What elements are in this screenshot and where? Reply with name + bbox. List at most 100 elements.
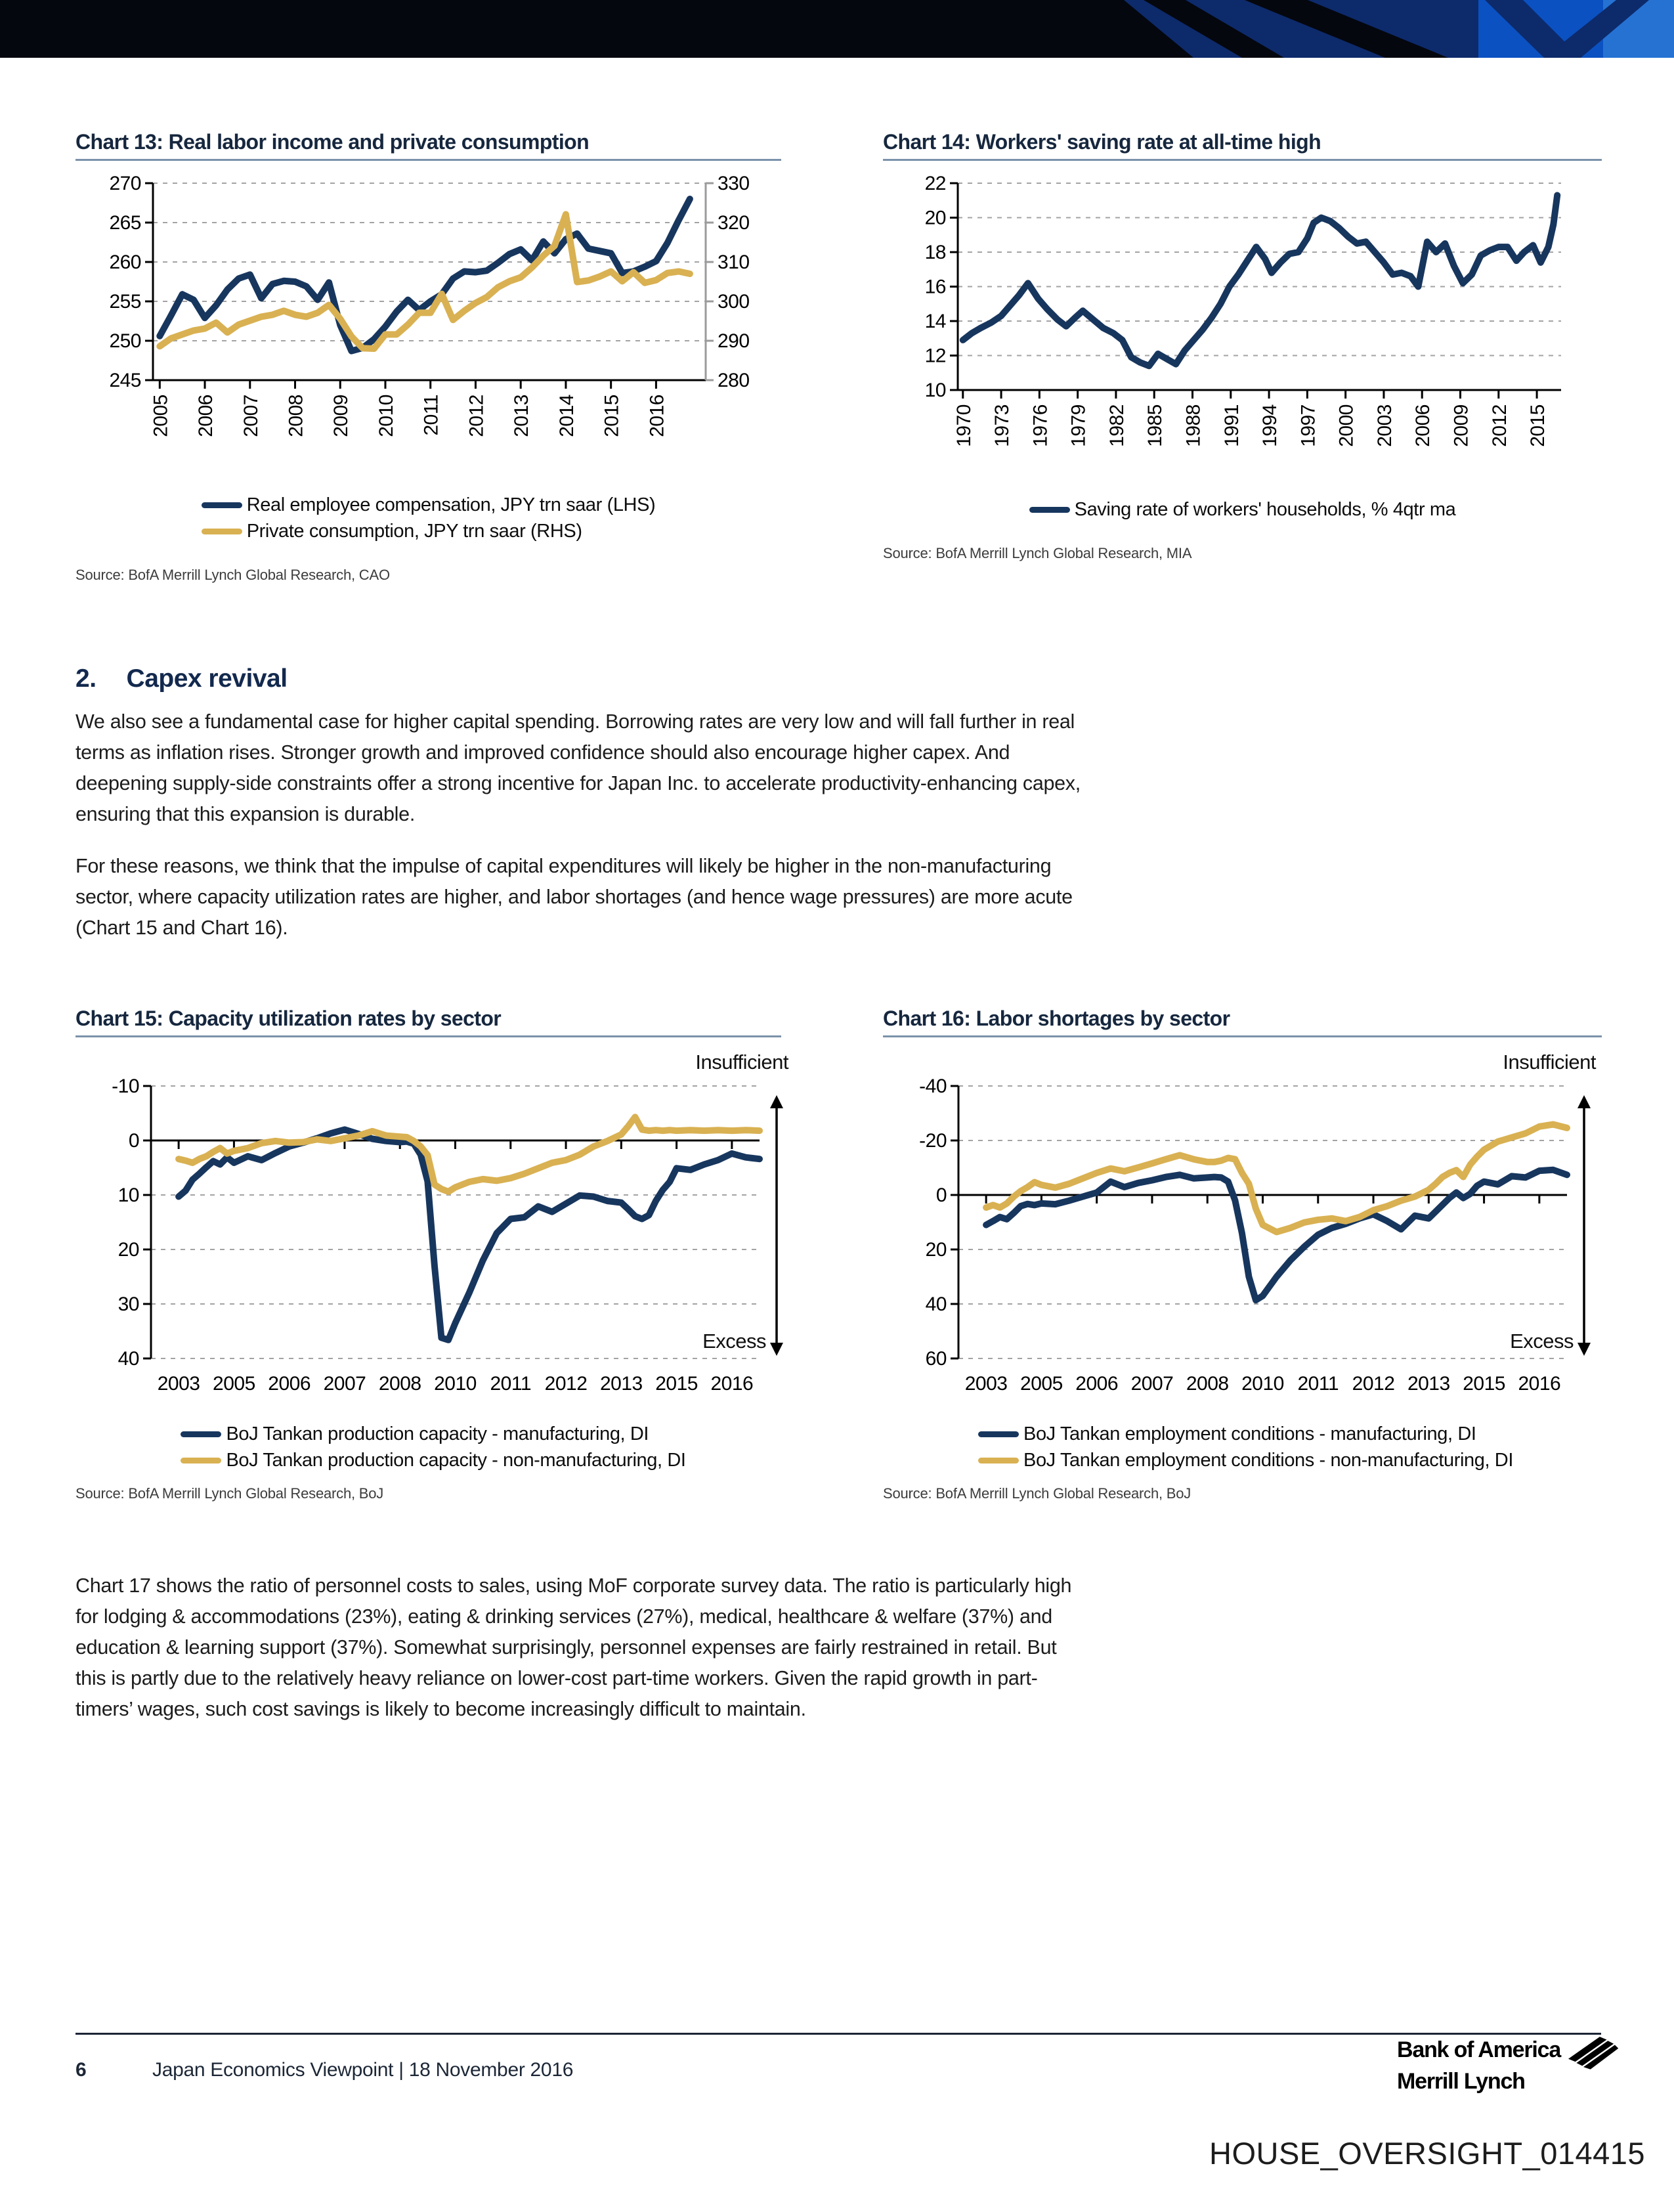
y-tick-label: 250 xyxy=(109,330,141,352)
legend-label: Saving rate of workers' households, % 4q… xyxy=(1074,499,1456,520)
x-tick-label: 1973 xyxy=(991,404,1013,447)
series-line-0 xyxy=(175,1126,763,1343)
chart13-legend-area: Real employee compensation, JPY trn saar… xyxy=(75,490,781,547)
chart15-title: Chart 15: Capacity utilization rates by … xyxy=(75,1007,781,1037)
legend-label: Private consumption, JPY trn saar (RHS) xyxy=(246,521,582,542)
arrow-down-icon xyxy=(770,1343,783,1356)
y2-tick-label: 330 xyxy=(718,173,750,194)
legend-item: BoJ Tankan employment conditions - manuf… xyxy=(978,1423,1513,1445)
chart16-block: Chart 16: Labor shortages by sector -40 -… xyxy=(883,1007,1608,1502)
x-tick-label: 2009 xyxy=(330,395,352,437)
x-tick-label: 1988 xyxy=(1182,404,1204,447)
section-heading: 2. Capex revival xyxy=(75,664,1090,693)
x-tick-label: 2000 xyxy=(1336,404,1358,447)
x-tick-label: 2007 xyxy=(1131,1373,1174,1395)
x-tick-label: 2016 xyxy=(646,395,668,437)
chart14-source-note: Source: BofA Merrill Lynch Global Resear… xyxy=(883,545,1192,561)
y-tick-label: 40 xyxy=(118,1348,139,1370)
y-tick-label: 16 xyxy=(925,276,946,298)
body-paragraph: Chart 17 shows the ratio of personnel co… xyxy=(75,1574,1072,1720)
x-tick-label: 1985 xyxy=(1144,404,1166,447)
y-tick-label: 22 xyxy=(925,173,946,194)
y-tick-label: 12 xyxy=(925,345,946,367)
banner-dark-slash xyxy=(1245,0,1448,58)
y-tick-label: 245 xyxy=(109,370,141,391)
chart16-title: Chart 16: Labor shortages by sector xyxy=(883,1007,1602,1037)
logo-row: Bank of America xyxy=(1397,2037,1620,2070)
x-tick-label: 2005 xyxy=(213,1373,255,1395)
series-line-1 xyxy=(156,211,693,352)
x-tick-label: 2012 xyxy=(1352,1373,1395,1395)
x-tick-label: 2006 xyxy=(1412,404,1434,447)
footer-page-number: 6 xyxy=(75,2059,87,2081)
y-tick-label: -10 xyxy=(112,1075,139,1097)
y2-tick-label: 310 xyxy=(718,251,750,273)
y-tick-label: 10 xyxy=(925,380,946,401)
x-tick-label: 1991 xyxy=(1221,404,1243,447)
y-tick-label: 20 xyxy=(925,207,946,229)
legend-label: BoJ Tankan employment conditions - manuf… xyxy=(1023,1423,1476,1444)
logo-bank-of-america: Bank of America xyxy=(1397,2037,1561,2062)
x-tick-label: 2008 xyxy=(379,1373,421,1395)
legend-label: BoJ Tankan employment conditions - non-m… xyxy=(1023,1450,1513,1471)
annotation-insufficient: Insufficient xyxy=(695,1051,789,1073)
y-tick-label: 20 xyxy=(118,1239,139,1261)
arrow-up-icon xyxy=(770,1095,783,1108)
capex-section: 2. Capex revival We also see a fundamenta… xyxy=(75,664,1090,965)
y-tick-label: 30 xyxy=(118,1293,139,1315)
chart15-plot: -10 0 10 20 30 40 2003 2005 2006 2007 2008 2010 2011… xyxy=(112,1051,789,1395)
x-tick-label: 2011 xyxy=(1298,1373,1339,1395)
legend-swatch xyxy=(201,529,242,534)
x-tick-label: 2006 xyxy=(195,395,217,437)
y-tick-label: 265 xyxy=(109,212,141,234)
x-tick-label: 1970 xyxy=(953,404,975,447)
legend-swatch xyxy=(978,1431,1019,1437)
x-tick-label: 1976 xyxy=(1029,404,1051,447)
x-tick-label: 2015 xyxy=(1463,1373,1505,1395)
chart13-title: Chart 13: Real labor income and private … xyxy=(75,130,781,161)
annotation-excess: Excess xyxy=(1510,1330,1574,1353)
y2-tick-label: 300 xyxy=(718,291,750,313)
x-tick-label: 2006 xyxy=(1075,1373,1118,1395)
bofa-flag-icon xyxy=(1568,2037,1619,2070)
section-title: Capex revival xyxy=(126,664,288,693)
logo-merrill-lynch: Merrill Lynch xyxy=(1397,2069,1526,2094)
chart17-paragraph-section: Chart 17 shows the ratio of personnel co… xyxy=(75,1571,1090,1746)
y2-tick-label: 280 xyxy=(718,370,750,391)
y-tick-label: -40 xyxy=(919,1075,947,1097)
bofa-ml-logo: Bank of America Merrill Lynch xyxy=(1397,2037,1620,2094)
flag-stripe xyxy=(1576,2041,1614,2066)
legend-item: Private consumption, JPY trn saar (RHS) xyxy=(201,521,656,542)
y-tick-label: 270 xyxy=(109,173,141,194)
flag-stripe xyxy=(1583,2045,1619,2070)
legend-label: BoJ Tankan production capacity - manufac… xyxy=(226,1423,649,1444)
x-tick-label: 2015 xyxy=(655,1373,698,1395)
y-tick-label: -20 xyxy=(919,1130,947,1152)
x-tick-label: 2007 xyxy=(324,1373,366,1395)
y-tick-label: 14 xyxy=(925,311,946,332)
legend-label: BoJ Tankan production capacity - non-man… xyxy=(226,1450,686,1471)
x-tick-label: 2008 xyxy=(286,395,307,437)
watermark-text: HOUSE_OVERSIGHT_014415 xyxy=(1209,2136,1646,2171)
x-tick-label: 2013 xyxy=(600,1373,643,1395)
x-tick-label: 2010 xyxy=(376,395,397,437)
chart15-block: Chart 15: Capacity utilization rates by … xyxy=(75,1007,791,1502)
x-tick-label: 1994 xyxy=(1259,404,1281,447)
y-tick-label: 255 xyxy=(109,291,141,313)
legend-item: Real employee compensation, JPY trn saar… xyxy=(201,494,656,516)
legend-item: BoJ Tankan production capacity - manufac… xyxy=(181,1423,685,1445)
x-tick-label: 2003 xyxy=(965,1373,1008,1395)
x-tick-label: 2012 xyxy=(1489,404,1511,447)
x-tick-label: 2016 xyxy=(710,1373,753,1395)
x-tick-label: 2005 xyxy=(1020,1373,1063,1395)
chart16-source-note: Source: BofA Merrill Lynch Global Resear… xyxy=(883,1485,1191,1502)
x-tick-label: 2011 xyxy=(421,395,442,436)
chart13-plot: 245 250 255 260 265 270 280 290 300 310 320 330 2005… xyxy=(109,173,750,437)
series-line-1 xyxy=(983,1121,1570,1236)
annotation-insufficient: Insufficient xyxy=(1503,1051,1597,1073)
series-line-0 xyxy=(156,196,693,355)
legend-swatch xyxy=(181,1431,222,1437)
flag-stripe xyxy=(1568,2037,1607,2062)
x-tick-label: 2011 xyxy=(490,1373,532,1395)
x-tick-label: 1979 xyxy=(1068,404,1090,447)
